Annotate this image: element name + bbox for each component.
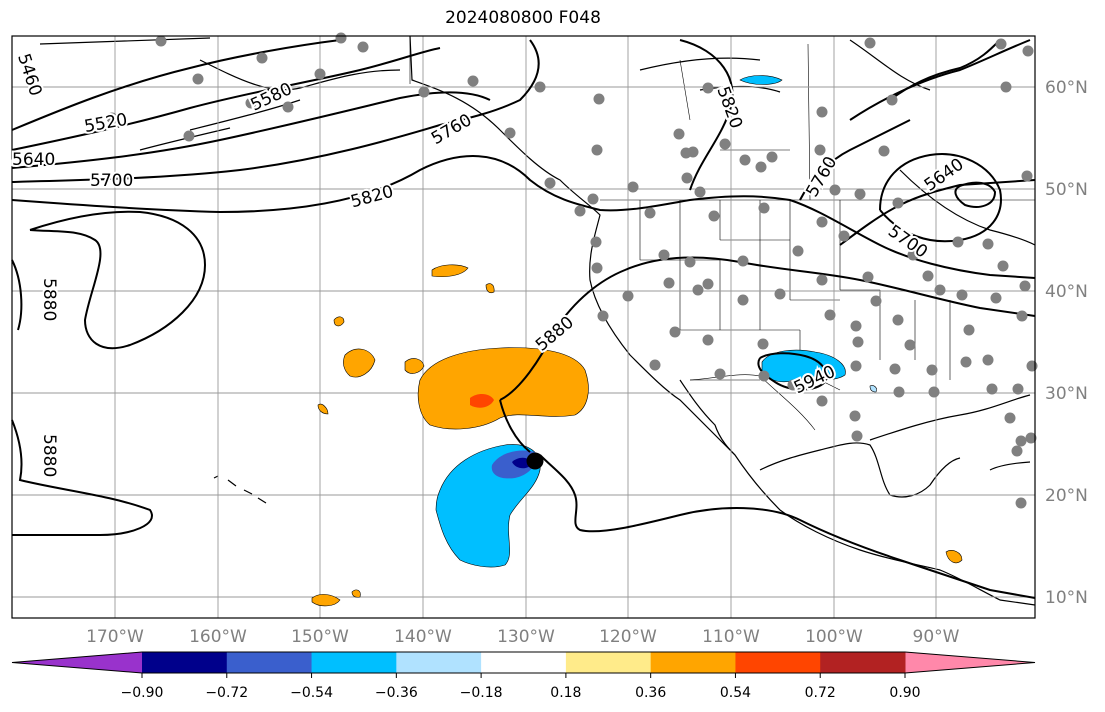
contour-label: 5700 <box>90 171 133 191</box>
lon-label: 170°W <box>86 627 144 647</box>
lon-label: 110°W <box>702 627 760 647</box>
map-title: 2024080800 F048 <box>445 8 601 28</box>
positive-anomaly-region <box>317 403 329 415</box>
positive-anomaly-region <box>417 347 589 430</box>
lat-label: 40°N <box>1045 282 1088 302</box>
storm-center-marker <box>526 452 544 470</box>
positive-anomaly-region <box>945 550 963 564</box>
station-markers <box>106 32 1038 509</box>
colorbar-segment <box>142 652 228 673</box>
colorbar-segment <box>565 652 652 673</box>
contour-label: 5640 <box>12 150 55 170</box>
colorbar-tick-label: 0.90 <box>889 685 920 701</box>
positive-anomaly-region <box>431 264 469 278</box>
latitude-labels: 60°N 50°N 40°N 30°N 20°N 10°N <box>1045 78 1088 608</box>
positive-anomaly-region <box>333 316 345 327</box>
negative-anomaly-region <box>739 75 783 85</box>
lon-label: 150°W <box>291 627 349 647</box>
colorbar-extend-min <box>12 652 142 673</box>
map-area <box>11 32 1038 619</box>
lat-label: 60°N <box>1045 78 1088 98</box>
colorbar-segment <box>650 652 736 673</box>
lon-label: 120°W <box>599 627 657 647</box>
colorbar-segment <box>226 652 313 673</box>
colorbar-tick-label: −0.90 <box>121 685 164 701</box>
lon-label: 90°W <box>913 627 960 647</box>
lon-label: 100°W <box>805 627 863 647</box>
colorbar-segment <box>820 652 906 673</box>
colorbar-tick-label: 0.36 <box>635 685 666 701</box>
colorbar-tick-label: 0.72 <box>805 685 836 701</box>
coastlines <box>39 35 1036 606</box>
lon-label: 160°W <box>189 627 247 647</box>
lat-label: 20°N <box>1045 486 1088 506</box>
longitude-labels: 170°W 160°W 150°W 140°W 130°W 120°W 110°… <box>86 627 960 647</box>
strong-positive-anomaly-core <box>470 394 494 408</box>
positive-anomaly-region <box>485 283 495 294</box>
lon-label: 140°W <box>394 627 452 647</box>
lat-label: 10°N <box>1045 588 1088 608</box>
lat-label: 50°N <box>1045 180 1088 200</box>
colorbar-tick-label: −0.72 <box>205 685 248 701</box>
colorbar-segment <box>735 652 821 673</box>
positive-anomaly-region <box>351 589 361 598</box>
contour-label: 5880 <box>39 278 59 321</box>
colorbar-segment <box>311 652 397 673</box>
colorbar-segment <box>481 652 567 673</box>
gridlines <box>12 36 1035 618</box>
colorbar-tick-label: −0.36 <box>375 685 418 701</box>
colorbar-tick-label: 0.18 <box>550 685 581 701</box>
positive-anomaly-region <box>404 358 425 374</box>
positive-anomaly-region <box>311 594 341 607</box>
lon-label: 130°W <box>497 627 555 647</box>
colorbar-tick-label: −0.54 <box>290 685 333 701</box>
colorbar-extend-max <box>905 652 1035 673</box>
contour-label: 5880 <box>39 434 59 477</box>
colorbar: −0.90 −0.72 −0.54 −0.36 −0.18 0.18 0.36 0.54 0.7… <box>11 651 1036 701</box>
colorbar-tick-label: −0.18 <box>460 685 503 701</box>
height-contours <box>11 39 1036 599</box>
lat-label: 30°N <box>1045 384 1088 404</box>
colorbar-tick-label: 0.54 <box>720 685 751 701</box>
negative-anomaly-region <box>869 385 877 393</box>
negative-anomaly-region <box>761 349 846 383</box>
anomaly-fill-regions <box>311 75 963 607</box>
positive-anomaly-region <box>343 348 376 378</box>
colorbar-segment <box>396 652 482 673</box>
